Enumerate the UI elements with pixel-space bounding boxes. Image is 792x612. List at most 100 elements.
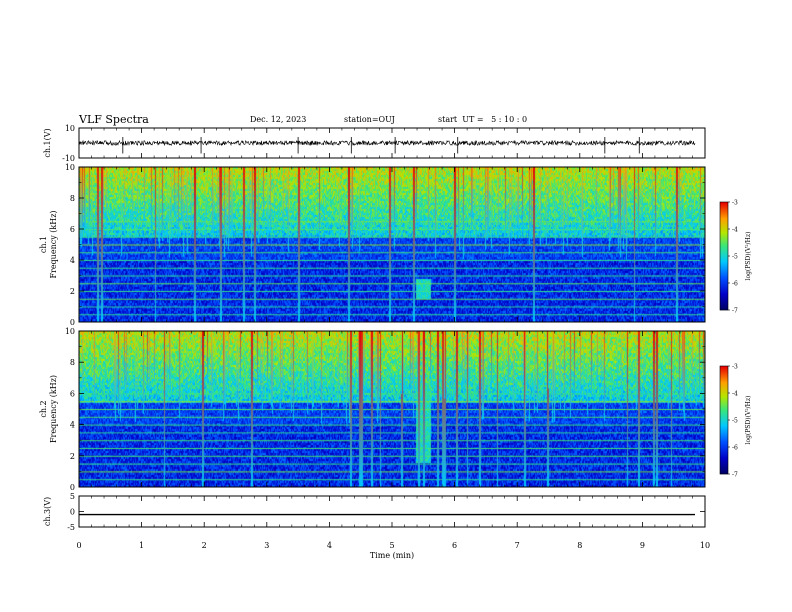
colorbar-cell bbox=[720, 260, 728, 262]
colorbar-cell bbox=[720, 394, 728, 396]
colorbar-cell bbox=[720, 213, 728, 215]
colorbar-cell bbox=[720, 210, 728, 212]
colorbar-cell bbox=[720, 303, 728, 305]
colorbar-cell bbox=[720, 420, 728, 422]
colorbar-cell bbox=[720, 272, 728, 274]
colorbar-cell bbox=[720, 308, 728, 310]
colorbar-cell bbox=[720, 368, 728, 370]
colorbar-cell bbox=[720, 293, 728, 295]
colorbar-cell bbox=[720, 233, 728, 235]
colorbar-cell bbox=[720, 307, 728, 309]
colorbar-cell bbox=[720, 443, 728, 445]
y-tick-label: 5 bbox=[70, 492, 75, 501]
colorbar-cell bbox=[720, 294, 728, 296]
colorbar-cell bbox=[720, 216, 728, 218]
colorbar-cell bbox=[720, 280, 728, 282]
colorbar-cell bbox=[720, 406, 728, 408]
colorbar-cell bbox=[720, 392, 728, 394]
colorbar-cell bbox=[720, 387, 728, 389]
colorbar-cell bbox=[720, 289, 728, 291]
colorbar-tick-label: -7 bbox=[732, 308, 738, 315]
colorbar-cell bbox=[720, 298, 728, 300]
x-tick-label: 9 bbox=[640, 541, 645, 550]
colorbar-cell bbox=[720, 292, 728, 294]
colorbar-cell bbox=[720, 295, 728, 297]
colorbar-cell bbox=[720, 251, 728, 253]
colorbar-cell bbox=[720, 439, 728, 441]
colorbar-cell bbox=[720, 431, 728, 433]
colorbar-cell bbox=[720, 225, 728, 227]
colorbar-cell bbox=[720, 461, 728, 463]
colorbar-tick-label: -4 bbox=[732, 391, 738, 398]
colorbar-cell bbox=[720, 377, 728, 379]
colorbar-cell bbox=[720, 270, 728, 272]
colorbar-cell bbox=[720, 459, 728, 461]
colorbar-cell bbox=[720, 463, 728, 465]
colorbar-cell bbox=[720, 243, 728, 245]
colorbar-cell bbox=[720, 232, 728, 234]
ch1-spectrogram-ylabel-channel: ch.1 bbox=[39, 236, 48, 253]
colorbar-cell bbox=[720, 224, 728, 226]
colorbar-cell bbox=[720, 441, 728, 443]
colorbar-cell bbox=[720, 390, 728, 392]
x-tick-label: 10 bbox=[700, 541, 710, 550]
x-tick-label: 1 bbox=[139, 541, 144, 550]
x-tick-label: 8 bbox=[577, 541, 582, 550]
colorbar-cell bbox=[720, 446, 728, 448]
colorbar-cell bbox=[720, 456, 728, 458]
colorbar-cell bbox=[720, 388, 728, 390]
x-tick-label: 5 bbox=[389, 541, 394, 550]
spectrogram-image bbox=[79, 167, 705, 322]
colorbar-cell bbox=[720, 410, 728, 412]
colorbar-cell bbox=[720, 470, 728, 472]
colorbar-cell bbox=[720, 460, 728, 462]
colorbar-cell bbox=[720, 391, 728, 393]
colorbar-cell bbox=[720, 267, 728, 269]
colorbar-cell bbox=[720, 257, 728, 259]
colorbar-cell bbox=[720, 305, 728, 307]
colorbar-cell bbox=[720, 226, 728, 228]
colorbar-cell bbox=[720, 266, 728, 268]
colorbar-cell bbox=[720, 309, 728, 311]
colorbar-cell bbox=[720, 237, 728, 239]
colorbar-cell bbox=[720, 386, 728, 388]
colorbar-cell bbox=[720, 206, 728, 208]
colorbar-cell bbox=[720, 403, 728, 405]
colorbar-cell bbox=[720, 259, 728, 261]
colorbar-cell bbox=[720, 239, 728, 241]
colorbar-cell bbox=[720, 286, 728, 288]
colorbar-cell bbox=[720, 250, 728, 252]
colorbar-cell bbox=[720, 306, 728, 308]
colorbar-cell bbox=[720, 290, 728, 292]
colorbar-cell bbox=[720, 302, 728, 304]
colorbar-cell bbox=[720, 271, 728, 273]
x-axis-label: Time (min) bbox=[370, 551, 414, 560]
y-tick-label: 2 bbox=[70, 452, 75, 461]
colorbar-cell bbox=[720, 419, 728, 421]
colorbar-cell bbox=[720, 268, 728, 270]
colorbar-cell bbox=[720, 375, 728, 377]
header-title: VLF Spectra bbox=[79, 113, 149, 126]
colorbar-cell bbox=[720, 435, 728, 437]
colorbar-cell bbox=[720, 429, 728, 431]
x-tick-label: 2 bbox=[202, 541, 207, 550]
colorbar-cell bbox=[720, 389, 728, 391]
colorbar-cell bbox=[720, 393, 728, 395]
colorbar-cell bbox=[720, 285, 728, 287]
colorbar-cell bbox=[720, 458, 728, 460]
colorbar-cell bbox=[720, 423, 728, 425]
colorbar-cell bbox=[720, 241, 728, 243]
colorbar-cell bbox=[720, 469, 728, 471]
colorbar-cell bbox=[720, 448, 728, 450]
colorbar-cell bbox=[720, 436, 728, 438]
colorbar-cell bbox=[720, 248, 728, 250]
colorbar-cell bbox=[720, 401, 728, 403]
colorbar-cell bbox=[720, 277, 728, 279]
colorbar-cell bbox=[720, 218, 728, 220]
colorbar-cell bbox=[720, 265, 728, 267]
colorbar-cell bbox=[720, 382, 728, 384]
colorbar-cell bbox=[720, 242, 728, 244]
colorbar-cell bbox=[720, 283, 728, 285]
colorbar-cell bbox=[720, 378, 728, 380]
colorbar-cell bbox=[720, 411, 728, 413]
